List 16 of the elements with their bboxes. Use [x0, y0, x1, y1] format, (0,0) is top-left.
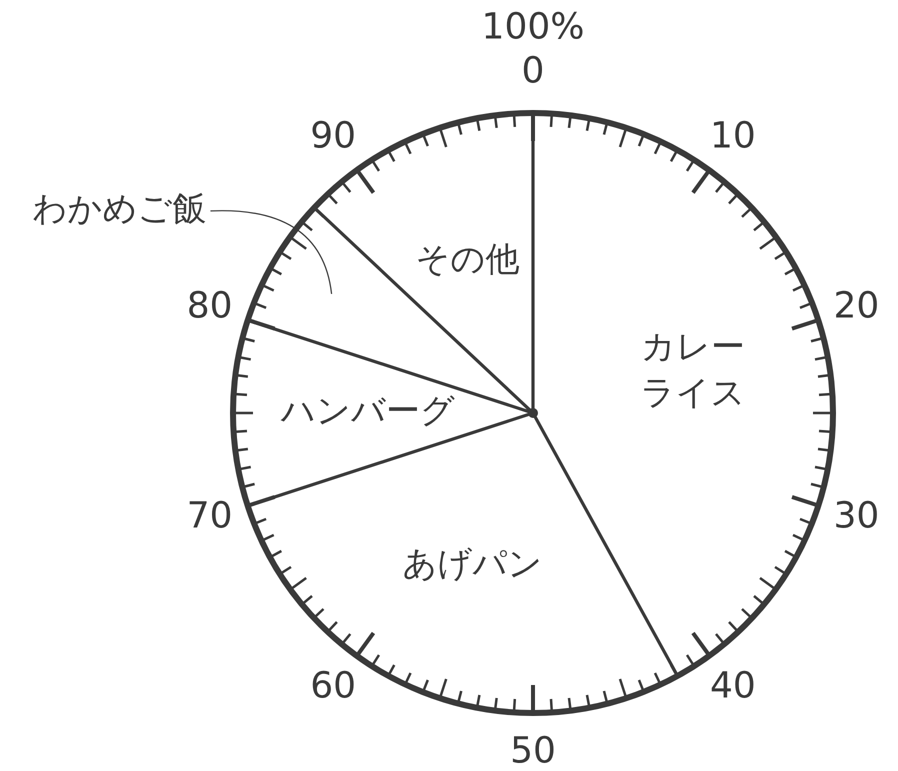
text: 90	[310, 115, 356, 156]
text: 60	[310, 665, 356, 706]
text: 10	[710, 115, 756, 156]
text: 80	[186, 285, 233, 326]
slice-label: カレーライス	[640, 326, 746, 413]
slice-label: その他	[415, 239, 520, 280]
slice-label: わかめご飯	[32, 188, 206, 229]
text: 50	[510, 730, 556, 771]
text: 40	[710, 665, 756, 706]
slice-label: ハンバーグ	[280, 390, 455, 431]
text: 30	[833, 495, 880, 536]
text: 20	[833, 285, 880, 326]
text: 70	[186, 495, 233, 536]
text: 100%	[482, 6, 584, 48]
slice-label: あげパン	[402, 544, 542, 584]
text: 0	[522, 50, 544, 92]
